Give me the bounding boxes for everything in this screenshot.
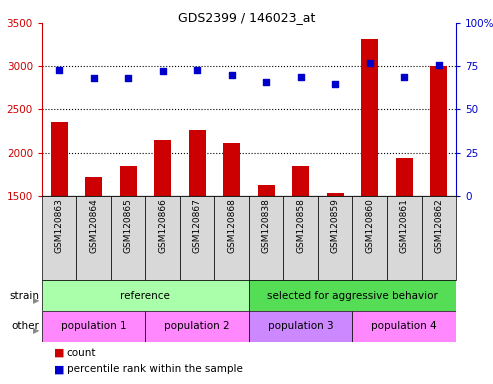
Bar: [76, 196, 111, 280]
Bar: [42, 311, 145, 342]
Bar: [292, 167, 310, 196]
Text: GSM120868: GSM120868: [227, 199, 236, 253]
Bar: [249, 196, 283, 280]
Bar: [326, 193, 344, 196]
Bar: [119, 167, 137, 196]
Bar: [422, 196, 456, 280]
Point: [193, 67, 201, 73]
Text: ▶: ▶: [33, 326, 39, 336]
Text: GSM120866: GSM120866: [158, 199, 167, 253]
Point: [124, 75, 132, 81]
Bar: [249, 311, 352, 342]
Bar: [145, 311, 249, 342]
Point: [262, 79, 270, 85]
Point: [228, 72, 236, 78]
Bar: [318, 196, 352, 280]
Bar: [283, 196, 318, 280]
Text: count: count: [67, 348, 96, 358]
Point: [297, 74, 305, 80]
Point: [159, 68, 167, 74]
Text: GSM120838: GSM120838: [262, 199, 271, 253]
Bar: [188, 130, 206, 196]
Text: GSM120858: GSM120858: [296, 199, 305, 253]
Text: GSM120860: GSM120860: [365, 199, 374, 253]
Bar: [223, 143, 240, 196]
Bar: [42, 196, 76, 280]
Text: GSM120863: GSM120863: [55, 199, 64, 253]
Text: GSM120859: GSM120859: [331, 199, 340, 253]
Point: [366, 60, 374, 66]
Point: [55, 67, 63, 73]
Text: other: other: [11, 321, 39, 331]
Bar: [180, 196, 214, 280]
Bar: [249, 280, 456, 311]
Text: ■: ■: [54, 348, 65, 358]
Point: [90, 75, 98, 81]
Bar: [352, 311, 456, 342]
Text: GDS2399 / 146023_at: GDS2399 / 146023_at: [178, 12, 315, 25]
Bar: [214, 196, 249, 280]
Bar: [430, 66, 447, 196]
Text: population 4: population 4: [371, 321, 437, 331]
Text: strain: strain: [9, 291, 39, 301]
Point: [400, 74, 408, 80]
Bar: [145, 196, 180, 280]
Text: selected for aggressive behavior: selected for aggressive behavior: [267, 291, 438, 301]
Bar: [361, 40, 378, 196]
Bar: [395, 158, 413, 196]
Text: reference: reference: [120, 291, 171, 301]
Text: population 3: population 3: [268, 321, 334, 331]
Bar: [85, 177, 102, 196]
Text: GSM120861: GSM120861: [400, 199, 409, 253]
Bar: [154, 140, 172, 196]
Bar: [50, 121, 68, 196]
Text: population 2: population 2: [164, 321, 230, 331]
Bar: [111, 196, 145, 280]
Text: ■: ■: [54, 364, 65, 374]
Text: GSM120865: GSM120865: [124, 199, 133, 253]
Point: [435, 61, 443, 68]
Bar: [257, 185, 275, 196]
Text: population 1: population 1: [61, 321, 127, 331]
Bar: [352, 196, 387, 280]
Point: [331, 81, 339, 87]
Text: GSM120864: GSM120864: [89, 199, 98, 253]
Text: percentile rank within the sample: percentile rank within the sample: [67, 364, 243, 374]
Text: GSM120862: GSM120862: [434, 199, 443, 253]
Bar: [42, 280, 249, 311]
Text: GSM120867: GSM120867: [193, 199, 202, 253]
Bar: [387, 196, 422, 280]
Text: ▶: ▶: [33, 296, 39, 305]
